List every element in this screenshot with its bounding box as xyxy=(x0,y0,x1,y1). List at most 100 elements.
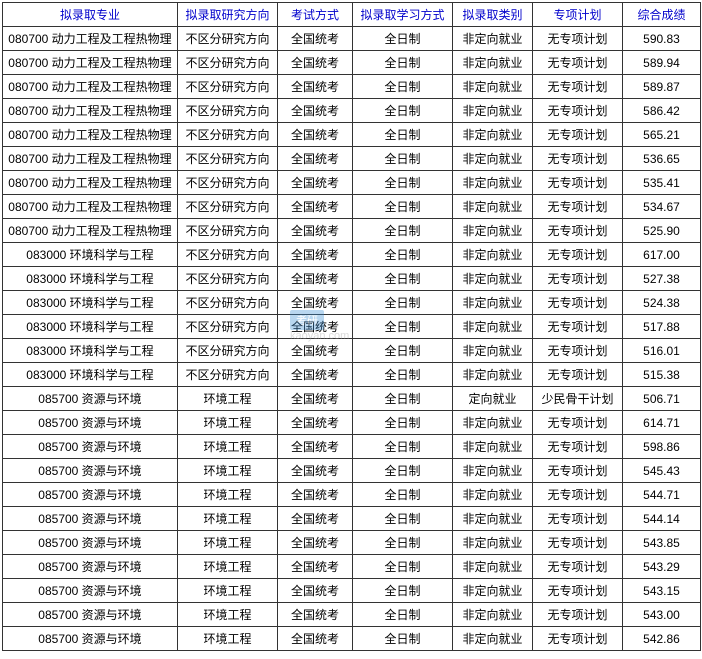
table-cell: 全日制 xyxy=(353,75,453,99)
table-cell: 全国统考 xyxy=(278,291,353,315)
table-row: 085700 资源与环境环境工程全国统考全日制非定向就业无专项计划543.15 xyxy=(3,579,701,603)
table-cell: 非定向就业 xyxy=(453,195,533,219)
table-cell: 085700 资源与环境 xyxy=(3,459,178,483)
table-cell: 543.00 xyxy=(623,603,701,627)
table-row: 080700 动力工程及工程热物理不区分研究方向全国统考全日制非定向就业无专项计… xyxy=(3,123,701,147)
table-cell: 590.83 xyxy=(623,27,701,51)
table-row: 083000 环境科学与工程不区分研究方向全国统考全日制非定向就业无专项计划51… xyxy=(3,339,701,363)
table-cell: 全国统考 xyxy=(278,195,353,219)
table-cell: 不区分研究方向 xyxy=(178,267,278,291)
table-cell: 全日制 xyxy=(353,99,453,123)
table-cell: 全国统考 xyxy=(278,339,353,363)
table-cell: 环境工程 xyxy=(178,603,278,627)
table-cell: 非定向就业 xyxy=(453,99,533,123)
table-header-row: 拟录取专业拟录取研究方向考试方式拟录取学习方式拟录取类别专项计划综合成绩 xyxy=(3,3,701,27)
table-cell: 非定向就业 xyxy=(453,579,533,603)
table-cell: 543.29 xyxy=(623,555,701,579)
table-cell: 无专项计划 xyxy=(533,123,623,147)
table-cell: 全日制 xyxy=(353,51,453,75)
table-cell: 586.42 xyxy=(623,99,701,123)
table-cell: 非定向就业 xyxy=(453,75,533,99)
table-cell: 544.14 xyxy=(623,507,701,531)
table-cell: 全国统考 xyxy=(278,267,353,291)
table-row: 085700 资源与环境环境工程全国统考全日制非定向就业无专项计划598.86 xyxy=(3,435,701,459)
table-cell: 全日制 xyxy=(353,267,453,291)
table-cell: 全国统考 xyxy=(278,219,353,243)
table-cell: 不区分研究方向 xyxy=(178,147,278,171)
table-cell: 无专项计划 xyxy=(533,243,623,267)
table-cell: 无专项计划 xyxy=(533,171,623,195)
table-cell: 全国统考 xyxy=(278,363,353,387)
table-cell: 535.41 xyxy=(623,171,701,195)
table-cell: 不区分研究方向 xyxy=(178,123,278,147)
table-cell: 无专项计划 xyxy=(533,195,623,219)
table-cell: 515.38 xyxy=(623,363,701,387)
table-cell: 全国统考 xyxy=(278,171,353,195)
table-cell: 无专项计划 xyxy=(533,27,623,51)
table-row: 083000 环境科学与工程不区分研究方向全国统考全日制非定向就业无专项计划51… xyxy=(3,315,701,339)
table-cell: 589.87 xyxy=(623,75,701,99)
table-row: 085700 资源与环境环境工程全国统考全日制非定向就业无专项计划543.29 xyxy=(3,555,701,579)
table-cell: 全国统考 xyxy=(278,459,353,483)
table-cell: 全日制 xyxy=(353,579,453,603)
table-cell: 无专项计划 xyxy=(533,147,623,171)
table-cell: 无专项计划 xyxy=(533,99,623,123)
table-cell: 非定向就业 xyxy=(453,267,533,291)
table-cell: 不区分研究方向 xyxy=(178,195,278,219)
table-cell: 非定向就业 xyxy=(453,27,533,51)
table-cell: 全日制 xyxy=(353,315,453,339)
table-cell: 全国统考 xyxy=(278,555,353,579)
table-cell: 非定向就业 xyxy=(453,603,533,627)
table-cell: 全日制 xyxy=(353,411,453,435)
table-row: 085700 资源与环境环境工程全国统考全日制非定向就业无专项计划614.71 xyxy=(3,411,701,435)
table-cell: 080700 动力工程及工程热物理 xyxy=(3,147,178,171)
table-cell: 080700 动力工程及工程热物理 xyxy=(3,195,178,219)
table-cell: 不区分研究方向 xyxy=(178,75,278,99)
table-cell: 环境工程 xyxy=(178,483,278,507)
table-cell: 全日制 xyxy=(353,627,453,651)
table-cell: 080700 动力工程及工程热物理 xyxy=(3,75,178,99)
table-cell: 545.43 xyxy=(623,459,701,483)
table-cell: 085700 资源与环境 xyxy=(3,435,178,459)
table-cell: 环境工程 xyxy=(178,531,278,555)
table-cell: 无专项计划 xyxy=(533,291,623,315)
table-cell: 非定向就业 xyxy=(453,483,533,507)
table-cell: 无专项计划 xyxy=(533,627,623,651)
table-cell: 083000 环境科学与工程 xyxy=(3,363,178,387)
table-cell: 无专项计划 xyxy=(533,555,623,579)
table-cell: 不区分研究方向 xyxy=(178,243,278,267)
table-row: 085700 资源与环境环境工程全国统考全日制定向就业少民骨干计划506.71 xyxy=(3,387,701,411)
table-cell: 085700 资源与环境 xyxy=(3,387,178,411)
table-cell: 少民骨干计划 xyxy=(533,387,623,411)
table-cell: 085700 资源与环境 xyxy=(3,483,178,507)
table-cell: 无专项计划 xyxy=(533,339,623,363)
table-cell: 085700 资源与环境 xyxy=(3,555,178,579)
table-cell: 无专项计划 xyxy=(533,579,623,603)
table-cell: 全日制 xyxy=(353,531,453,555)
table-cell: 无专项计划 xyxy=(533,363,623,387)
table-cell: 非定向就业 xyxy=(453,147,533,171)
table-cell: 全国统考 xyxy=(278,603,353,627)
table-cell: 全日制 xyxy=(353,123,453,147)
table-cell: 542.86 xyxy=(623,627,701,651)
table-cell: 非定向就业 xyxy=(453,291,533,315)
table-row: 085700 资源与环境环境工程全国统考全日制非定向就业无专项计划545.43 xyxy=(3,459,701,483)
table-cell: 083000 环境科学与工程 xyxy=(3,291,178,315)
table-cell: 非定向就业 xyxy=(453,363,533,387)
table-cell: 环境工程 xyxy=(178,627,278,651)
table-cell: 全日制 xyxy=(353,435,453,459)
table-cell: 无专项计划 xyxy=(533,603,623,627)
table-row: 083000 环境科学与工程不区分研究方向全国统考全日制非定向就业无专项计划61… xyxy=(3,243,701,267)
table-row: 080700 动力工程及工程热物理不区分研究方向全国统考全日制非定向就业无专项计… xyxy=(3,75,701,99)
table-cell: 全日制 xyxy=(353,387,453,411)
table-cell: 非定向就业 xyxy=(453,531,533,555)
table-cell: 全日制 xyxy=(353,363,453,387)
table-cell: 516.01 xyxy=(623,339,701,363)
table-cell: 非定向就业 xyxy=(453,435,533,459)
table-cell: 544.71 xyxy=(623,483,701,507)
table-cell: 全国统考 xyxy=(278,75,353,99)
column-header: 拟录取学习方式 xyxy=(353,3,453,27)
table-cell: 083000 环境科学与工程 xyxy=(3,267,178,291)
table-row: 080700 动力工程及工程热物理不区分研究方向全国统考全日制非定向就业无专项计… xyxy=(3,27,701,51)
table-row: 083000 环境科学与工程不区分研究方向全国统考全日制非定向就业无专项计划51… xyxy=(3,363,701,387)
